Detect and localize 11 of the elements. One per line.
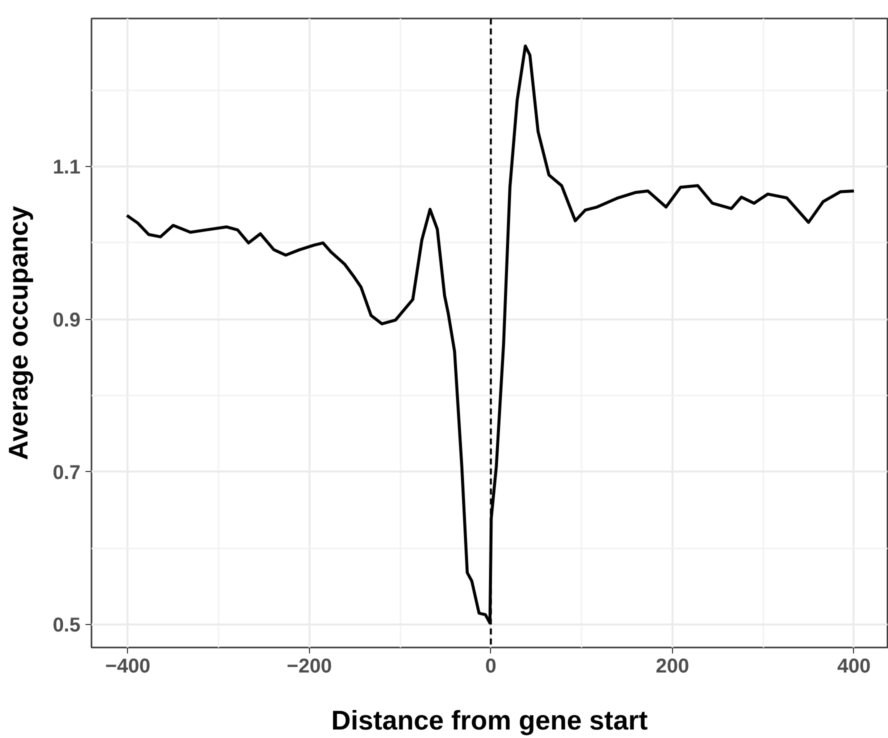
x-tick-label: −200 bbox=[286, 656, 332, 678]
x-axis-title: Distance from gene start bbox=[331, 706, 648, 736]
x-tick-label: −400 bbox=[105, 656, 150, 678]
x-tick-label: 200 bbox=[656, 656, 690, 678]
y-tick-label: 0.9 bbox=[52, 309, 81, 332]
y-tick-label: 1.1 bbox=[52, 156, 81, 179]
y-axis-title: Average occupancy bbox=[4, 206, 34, 460]
x-tick-label: 0 bbox=[485, 656, 496, 678]
y-tick-label: 0.7 bbox=[52, 462, 81, 484]
y-tick-label: 0.5 bbox=[52, 614, 81, 637]
x-tick-label: 400 bbox=[837, 656, 871, 678]
